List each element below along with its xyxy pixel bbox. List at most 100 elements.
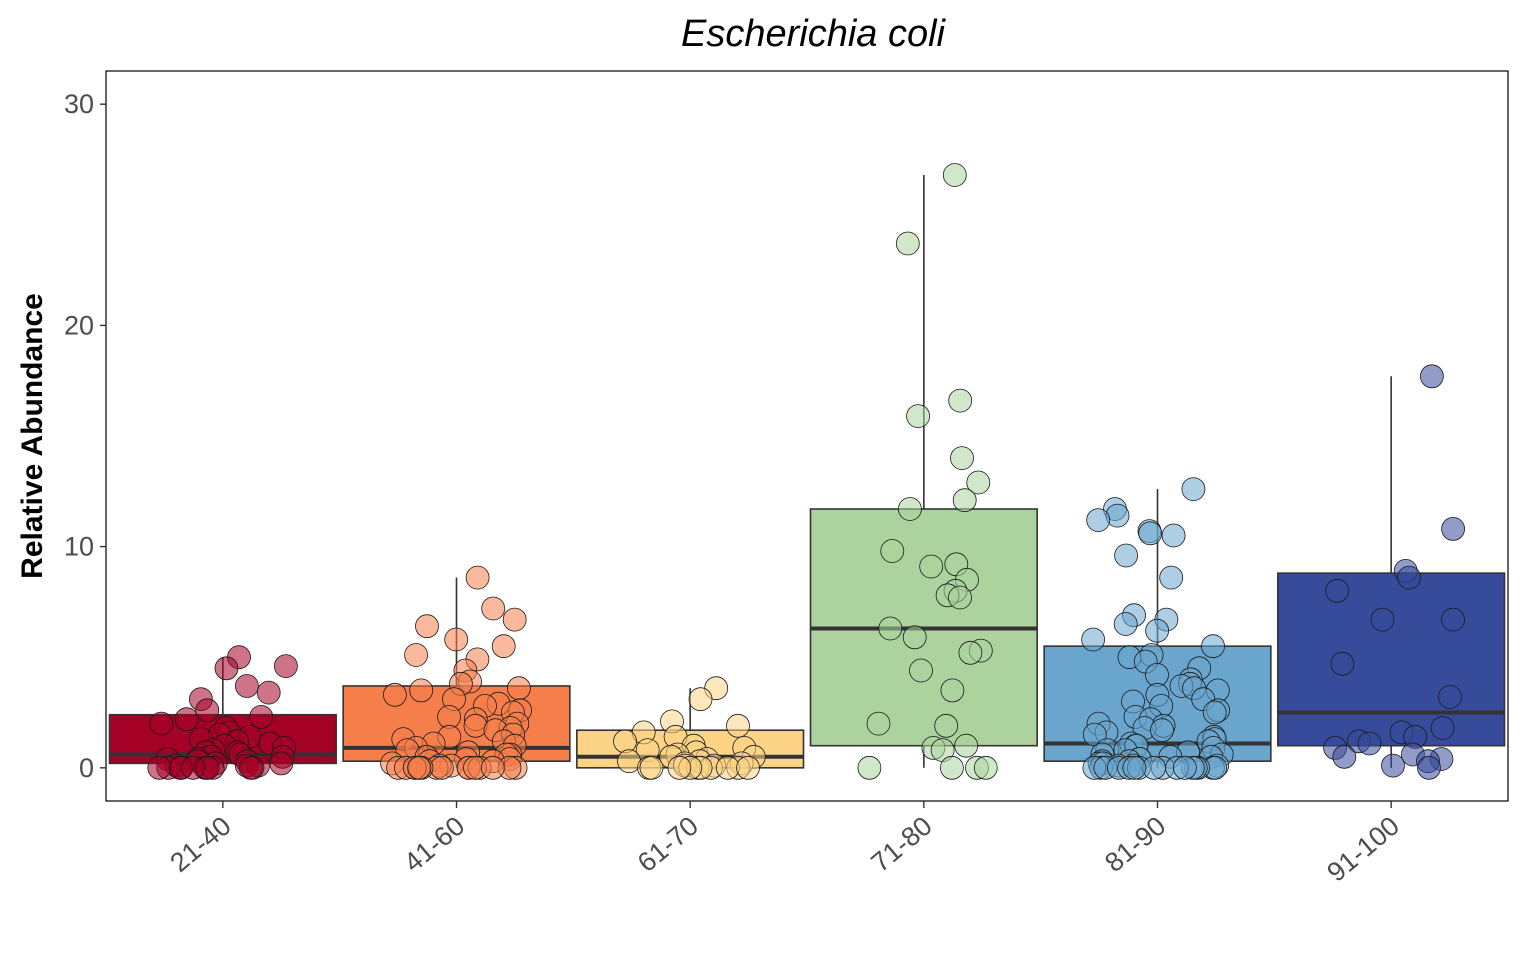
data-point — [195, 698, 220, 723]
data-point — [1441, 517, 1465, 541]
data-point — [1081, 627, 1105, 652]
data-point — [1181, 477, 1206, 502]
points-41-60 — [380, 565, 532, 780]
data-point — [726, 713, 750, 738]
data-point — [1441, 607, 1465, 632]
data-point — [429, 755, 454, 780]
data-point — [906, 404, 930, 429]
data-point — [617, 749, 641, 774]
x-tick-label: 91-100 — [1321, 811, 1405, 888]
data-point — [1086, 508, 1111, 532]
data-point — [1357, 731, 1382, 756]
data-point — [234, 674, 259, 698]
y-tick-label: 30 — [64, 89, 94, 119]
x-tick-label: 81-90 — [1099, 811, 1171, 878]
data-point — [181, 755, 206, 780]
data-point — [736, 755, 760, 780]
data-point — [1332, 744, 1357, 769]
y-tick-label: 20 — [64, 310, 94, 340]
data-point — [1113, 612, 1138, 636]
data-point — [973, 755, 998, 780]
data-point — [715, 755, 740, 780]
data-point — [919, 554, 944, 579]
data-point — [238, 755, 263, 780]
data-point — [404, 643, 429, 667]
data-point — [1150, 718, 1174, 743]
data-point — [249, 705, 274, 729]
data-point — [958, 640, 983, 665]
x-axis: 21-40 41-60 61-70 71-80 81-90 91-100 — [165, 801, 1405, 888]
data-point — [966, 470, 991, 495]
data-point — [480, 755, 505, 780]
data-point — [481, 596, 506, 621]
data-point — [940, 755, 964, 780]
data-point — [149, 711, 174, 736]
chart-title: Escherichia coli — [681, 13, 947, 55]
data-point — [1202, 700, 1227, 725]
data-point — [273, 654, 298, 678]
data-point — [1145, 618, 1169, 643]
data-point — [415, 614, 439, 639]
plot-panel — [105, 70, 1509, 802]
points-21-40 — [147, 645, 298, 780]
y-axis-label: Relative Abundance — [16, 293, 49, 579]
data-point — [948, 585, 972, 610]
data-point — [952, 488, 977, 513]
x-tick-label: 71-80 — [866, 811, 938, 878]
data-point — [214, 656, 239, 681]
data-point — [174, 707, 199, 732]
data-point — [866, 711, 891, 736]
data-point — [898, 497, 922, 521]
data-point — [639, 755, 664, 780]
data-point — [147, 755, 172, 780]
data-point — [463, 713, 488, 738]
data-point — [954, 733, 979, 758]
data-point — [1122, 755, 1147, 780]
data-point — [1397, 565, 1421, 590]
data-point — [880, 539, 905, 563]
data-point — [1430, 716, 1455, 740]
data-point — [1161, 523, 1186, 548]
data-point — [407, 755, 432, 780]
data-point — [934, 713, 959, 738]
data-point — [1325, 578, 1349, 603]
x-tick-label: 41-60 — [398, 811, 470, 878]
data-point — [507, 676, 531, 701]
data-point — [1370, 607, 1395, 632]
box-91-100 — [1277, 376, 1506, 768]
x-tick-label: 61-70 — [632, 811, 704, 878]
y-tick-label: 10 — [64, 532, 94, 562]
data-point — [1201, 634, 1225, 659]
data-point — [382, 682, 407, 707]
data-point — [256, 680, 281, 705]
data-point — [857, 755, 882, 780]
data-point — [950, 446, 974, 471]
data-point — [948, 388, 973, 413]
data-point — [465, 565, 490, 590]
y-tick-label: 0 — [79, 753, 94, 783]
data-point — [1159, 565, 1184, 590]
data-point — [895, 231, 920, 256]
data-point — [502, 607, 527, 632]
data-point — [1114, 543, 1138, 568]
data-point — [688, 687, 713, 712]
data-point — [1330, 651, 1355, 676]
data-point — [269, 751, 294, 776]
x-tick-label: 21-40 — [165, 811, 237, 878]
data-point — [1173, 755, 1197, 780]
data-point — [1438, 685, 1462, 709]
y-axis: 0 10 20 30 — [64, 89, 106, 783]
data-point — [613, 729, 637, 754]
data-point — [1417, 755, 1441, 780]
data-point — [409, 678, 434, 703]
data-point — [878, 616, 903, 641]
box-71-80 — [809, 174, 1038, 768]
data-point — [942, 163, 967, 187]
points-layer — [147, 163, 1465, 780]
data-point — [491, 634, 516, 659]
data-point — [1420, 364, 1444, 389]
data-point — [667, 755, 692, 780]
data-point — [444, 627, 469, 652]
points-91-100 — [1323, 364, 1465, 780]
